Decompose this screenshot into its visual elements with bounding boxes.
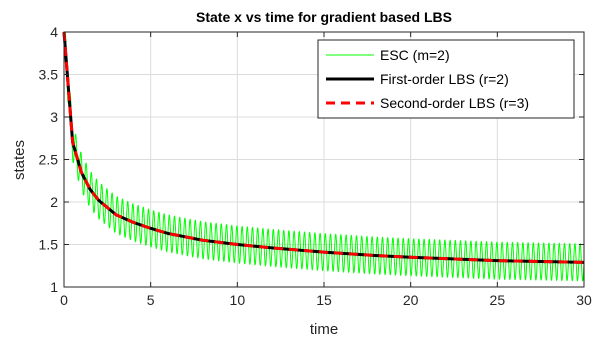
y-tick-label: 1.5 [39, 237, 59, 253]
legend-label-2: Second-order LBS (r=3) [380, 95, 529, 111]
x-tick-label: 0 [60, 292, 68, 308]
x-tick-label: 15 [316, 292, 332, 308]
series-line-2 [62, 31, 585, 264]
x-tick-label: 10 [230, 292, 246, 308]
x-axis-label: time [310, 321, 338, 338]
chart-title: State x vs time for gradient based LBS [196, 9, 452, 25]
legend: ESC (m=2) First-order LBS (r=2) Second-ord… [317, 39, 575, 119]
x-tick-label: 20 [403, 292, 419, 308]
y-tick-label: 4 [50, 24, 58, 40]
y-tick-label: 2 [50, 194, 58, 210]
y-tick-label: 3.5 [39, 67, 59, 83]
x-tick-label: 30 [576, 292, 592, 308]
legend-label-0: ESC (m=2) [380, 47, 450, 63]
y-tick-label: 3 [50, 109, 58, 125]
x-tick-label: 25 [490, 292, 506, 308]
ticks: 0 5 10 15 20 25 30 1 1.5 2 2.5 3 3.5 4 [39, 24, 592, 308]
y-tick-label: 2.5 [39, 152, 59, 168]
legend-label-1: First-order LBS (r=2) [380, 71, 509, 87]
y-tick-label: 1 [50, 279, 58, 295]
x-tick-label: 5 [147, 292, 155, 308]
y-axis-label: states [11, 140, 28, 180]
plot-area [62, 31, 585, 282]
